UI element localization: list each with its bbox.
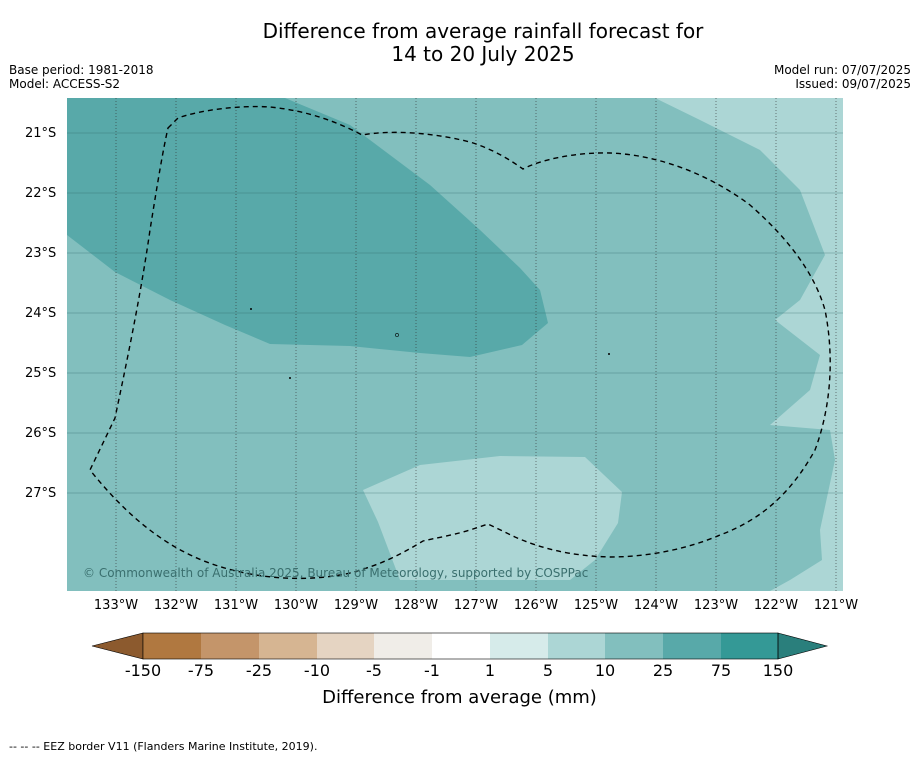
lat-tick: 22°S <box>25 186 57 201</box>
meta-right: Model run: 07/07/2025 Issued: 09/07/2025 <box>774 63 911 91</box>
colorbar-label: -75 <box>187 661 215 680</box>
colorbar-bin <box>663 633 721 659</box>
map-frame <box>67 98 843 591</box>
colorbar-bin <box>432 633 490 659</box>
colorbar-label: -150 <box>124 661 162 680</box>
colorbar-extend-high <box>777 632 829 660</box>
map-title-line1: Difference from average rainfall forecas… <box>262 19 704 43</box>
colorbar-extend-low <box>91 632 144 660</box>
colorbar-bin <box>721 633 778 659</box>
map-attribution: © Commonwealth of Australia 2025, Bureau… <box>83 566 589 580</box>
colorbar-label: 150 <box>762 661 794 680</box>
colorbar-label: 25 <box>652 661 674 680</box>
colorbar-bin <box>374 633 432 659</box>
lat-tick: 24°S <box>25 306 57 321</box>
lon-tick: 126°W <box>513 598 559 613</box>
colorbar-bin <box>605 633 663 659</box>
lon-tick: 128°W <box>393 598 439 613</box>
colorbar-label: 1 <box>484 661 496 680</box>
lon-tick: 124°W <box>633 598 679 613</box>
latitude-lines <box>67 132 843 494</box>
region-5-10-east <box>655 98 843 591</box>
lon-tick: 122°W <box>753 598 799 613</box>
colorbar-bin <box>317 633 374 659</box>
region-5-10-south <box>363 456 622 580</box>
base-period: Base period: 1981-2018 <box>9 63 154 77</box>
colorbar-bin <box>259 633 317 659</box>
islands <box>250 308 610 379</box>
lat-tick: 23°S <box>25 246 57 261</box>
lon-tick: 129°W <box>333 598 379 613</box>
colorbar-label: 10 <box>594 661 616 680</box>
model-run: Model run: 07/07/2025 <box>773 63 911 77</box>
eez-border <box>89 105 831 580</box>
lon-tick: 132°W <box>153 598 199 613</box>
colorbar-label: -5 <box>366 661 382 680</box>
lon-tick: 133°W <box>93 598 139 613</box>
colorbar-label: -25 <box>245 661 273 680</box>
lon-tick: 121°W <box>813 598 859 613</box>
colorbar-bin <box>143 633 201 659</box>
lat-tick: 27°S <box>25 486 57 501</box>
lon-tick: 131°W <box>213 598 259 613</box>
colorbar-label: -1 <box>424 661 440 680</box>
issued-date: Issued: 09/07/2025 <box>795 77 911 91</box>
lat-tick: 21°S <box>25 126 57 141</box>
meta-left: Base period: 1981-2018 Model: ACCESS-S2 <box>9 63 154 91</box>
colorbar-bin <box>548 633 605 659</box>
colorbar-outline <box>142 632 779 660</box>
colorbar-label: -10 <box>303 661 331 680</box>
map-title-line2: 14 to 20 July 2025 <box>391 42 575 66</box>
colorbar-bin <box>490 633 548 659</box>
region-corner <box>67 560 80 591</box>
colorbar-bin <box>201 633 259 659</box>
lon-tick: 125°W <box>573 598 619 613</box>
region-25-75 <box>67 98 548 357</box>
lat-tick: 25°S <box>25 366 57 381</box>
graticule <box>115 98 837 591</box>
lon-tick: 127°W <box>453 598 499 613</box>
colorbar-label: 75 <box>710 661 732 680</box>
lat-tick: 26°S <box>25 426 57 441</box>
colorbar-title: Difference from average (mm) <box>322 687 597 708</box>
lon-tick: 123°W <box>693 598 739 613</box>
colorbar-label: 5 <box>542 661 554 680</box>
lon-tick: 130°W <box>273 598 319 613</box>
eez-footnote: -- -- -- EEZ border V11 (Flanders Marine… <box>9 740 318 753</box>
model-name: Model: ACCESS-S2 <box>9 77 121 91</box>
